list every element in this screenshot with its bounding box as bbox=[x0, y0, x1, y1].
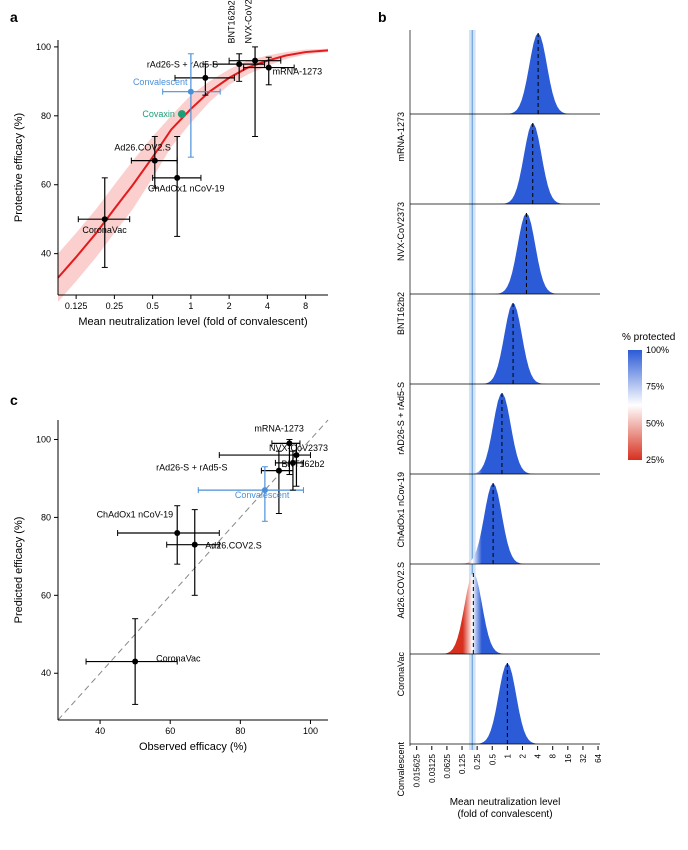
point-label: Convalescent bbox=[133, 77, 188, 87]
point-label: mRNA-1273 bbox=[254, 424, 304, 434]
data-point bbox=[266, 65, 272, 71]
point-label: rAd26-S + rAd5-S bbox=[156, 463, 227, 473]
svg-text:1: 1 bbox=[188, 301, 193, 311]
colorbar-title: % protected bbox=[622, 332, 675, 343]
point-label: NVX-CoV2373 bbox=[269, 443, 328, 453]
data-point bbox=[202, 75, 208, 81]
data-point bbox=[174, 530, 180, 536]
svg-text:60: 60 bbox=[41, 180, 51, 190]
svg-text:100: 100 bbox=[36, 434, 51, 444]
svg-text:b: b bbox=[378, 9, 387, 25]
ridge bbox=[410, 573, 600, 654]
svg-text:32: 32 bbox=[579, 753, 588, 762]
panel-c-xlabel: Observed efficacy (%) bbox=[139, 741, 247, 753]
colorbar-tick: 100% bbox=[646, 345, 669, 355]
svg-text:100: 100 bbox=[36, 42, 51, 52]
ridge-label: NVX-CoV2373 bbox=[396, 202, 406, 261]
point-label: BNT162b2 bbox=[281, 459, 324, 469]
svg-text:60: 60 bbox=[41, 590, 51, 600]
ridge-label: mRNA-1273 bbox=[396, 112, 406, 162]
panel-c-ylabel: Predicted efficacy (%) bbox=[13, 517, 25, 624]
svg-text:0.5: 0.5 bbox=[146, 301, 159, 311]
svg-text:0.5: 0.5 bbox=[488, 753, 497, 765]
colorbar-tick: 75% bbox=[646, 382, 664, 392]
data-point bbox=[192, 542, 198, 548]
ridge-label: Convalescent bbox=[396, 742, 406, 797]
svg-text:0.25: 0.25 bbox=[473, 753, 482, 769]
point-label: NVX-CoV2373 bbox=[244, 0, 254, 43]
svg-text:4: 4 bbox=[265, 301, 270, 311]
svg-text:16: 16 bbox=[564, 753, 573, 762]
panel-b-xlabel: Mean neutralization level bbox=[450, 797, 561, 808]
ridge bbox=[410, 33, 600, 114]
data-point bbox=[152, 158, 158, 164]
data-point bbox=[132, 659, 138, 665]
svg-text:60: 60 bbox=[165, 726, 175, 736]
svg-text:0.25: 0.25 bbox=[106, 301, 124, 311]
svg-text:80: 80 bbox=[41, 111, 51, 121]
point-label: ChAdOx1 nCoV-19 bbox=[148, 184, 225, 194]
svg-text:2: 2 bbox=[227, 301, 232, 311]
svg-text:0.015625: 0.015625 bbox=[413, 753, 422, 787]
colorbar-tick: 25% bbox=[646, 455, 664, 465]
point-label: Ad26.COV2.S bbox=[114, 142, 171, 152]
svg-text:40: 40 bbox=[41, 668, 51, 678]
ridge bbox=[410, 213, 600, 294]
ci-band bbox=[58, 49, 328, 302]
svg-text:100: 100 bbox=[303, 726, 318, 736]
ridge-label: rAD26-S + rAd5-S bbox=[396, 382, 406, 455]
ridge-label: Ad26.COV2.S bbox=[396, 562, 406, 619]
point-label: CoronaVac bbox=[156, 654, 201, 664]
panel-b-xlabel: (fold of convalescent) bbox=[457, 809, 552, 820]
svg-text:40: 40 bbox=[41, 249, 51, 259]
data-point bbox=[102, 216, 108, 222]
panel-a-xlabel: Mean neutralization level (fold of conva… bbox=[78, 316, 307, 328]
svg-text:0.125: 0.125 bbox=[458, 753, 467, 774]
svg-text:80: 80 bbox=[235, 726, 245, 736]
colorbar-tick: 50% bbox=[646, 418, 664, 428]
ridge bbox=[410, 393, 600, 474]
colorbar bbox=[628, 350, 642, 460]
svg-text:a: a bbox=[10, 9, 18, 25]
point-label: rAd26-S + rAd5-S bbox=[147, 60, 218, 70]
ridge-label: ChAdOx1 nCov-19 bbox=[396, 472, 406, 548]
data-point bbox=[188, 89, 194, 95]
covaxin-label: Covaxin bbox=[142, 109, 175, 119]
panel-a-ylabel: Protective efficacy (%) bbox=[13, 113, 25, 222]
point-label: Ad26.COV2.S bbox=[205, 541, 262, 551]
svg-text:64: 64 bbox=[594, 753, 603, 762]
svg-text:40: 40 bbox=[95, 726, 105, 736]
point-label: mRNA-1273 bbox=[273, 66, 323, 76]
ridge-label: BNT162b2 bbox=[396, 292, 406, 335]
data-point bbox=[286, 440, 292, 446]
covaxin-point bbox=[178, 110, 186, 118]
point-label: Convalescent bbox=[235, 490, 290, 500]
ridge-label: CoronaVac bbox=[396, 652, 406, 697]
svg-text:0.03125: 0.03125 bbox=[428, 753, 437, 782]
point-label: CoronaVac bbox=[82, 225, 127, 235]
data-point bbox=[252, 58, 258, 64]
svg-text:0.0625: 0.0625 bbox=[443, 753, 452, 778]
figure-svg: a 0.125 0.25 0.5 1 2 4 8 40 60 80 100 Mean neutraliz… bbox=[0, 0, 688, 845]
svg-text:80: 80 bbox=[41, 512, 51, 522]
data-point bbox=[236, 61, 242, 67]
svg-text:1: 1 bbox=[503, 753, 512, 758]
point-label: ChAdOx1 nCoV-19 bbox=[97, 509, 174, 519]
ridge bbox=[410, 483, 600, 564]
data-point bbox=[174, 175, 180, 181]
ridge bbox=[410, 123, 600, 204]
svg-text:c: c bbox=[10, 392, 18, 408]
point-label: BNT162b2 bbox=[226, 0, 236, 43]
svg-text:4: 4 bbox=[534, 753, 543, 758]
ridge bbox=[410, 663, 600, 744]
svg-text:0.125: 0.125 bbox=[65, 301, 88, 311]
svg-text:8: 8 bbox=[303, 301, 308, 311]
ridge bbox=[410, 303, 600, 384]
svg-text:8: 8 bbox=[549, 753, 558, 758]
svg-text:2: 2 bbox=[518, 753, 527, 758]
